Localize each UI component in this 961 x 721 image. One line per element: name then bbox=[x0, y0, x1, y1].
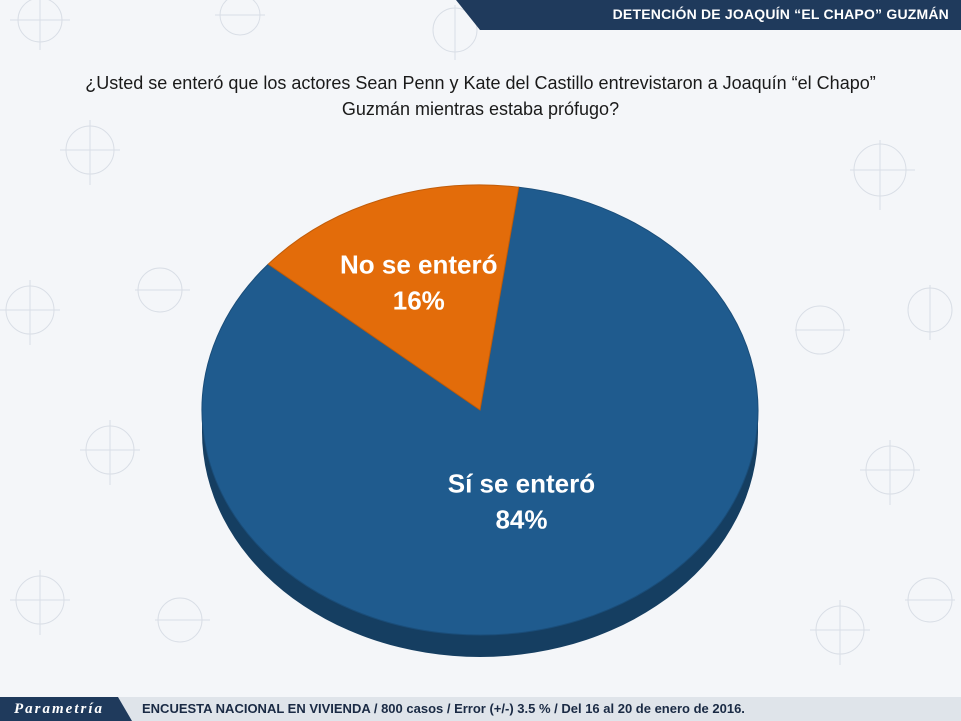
slice-value-0: 84% bbox=[495, 504, 547, 534]
header-title: DETENCIÓN DE JOAQUÍN “EL CHAPO” GUZMÁN bbox=[612, 6, 949, 22]
header-bar: DETENCIÓN DE JOAQUÍN “EL CHAPO” GUZMÁN bbox=[456, 0, 961, 30]
question-line-1: ¿Usted se enteró que los actores Sean Pe… bbox=[85, 73, 876, 93]
slice-value-1: 16% bbox=[393, 286, 445, 316]
question-line-2: Guzmán mientras estaba prófugo? bbox=[341, 99, 620, 119]
survey-question: ¿Usted se enteró que los actores Sean Pe… bbox=[40, 70, 921, 122]
footer-bar: Parametría ENCUESTA NACIONAL EN VIVIENDA… bbox=[0, 697, 961, 721]
slice-label-1: No se enteró bbox=[340, 250, 498, 280]
pie-slice-0 bbox=[201, 186, 759, 636]
slice-label-0: Sí se enteró bbox=[448, 468, 595, 498]
survey-footnote: ENCUESTA NACIONAL EN VIVIENDA / 800 caso… bbox=[142, 701, 745, 716]
pie-slice-1 bbox=[267, 184, 520, 411]
brand-logo: Parametría bbox=[0, 697, 132, 721]
